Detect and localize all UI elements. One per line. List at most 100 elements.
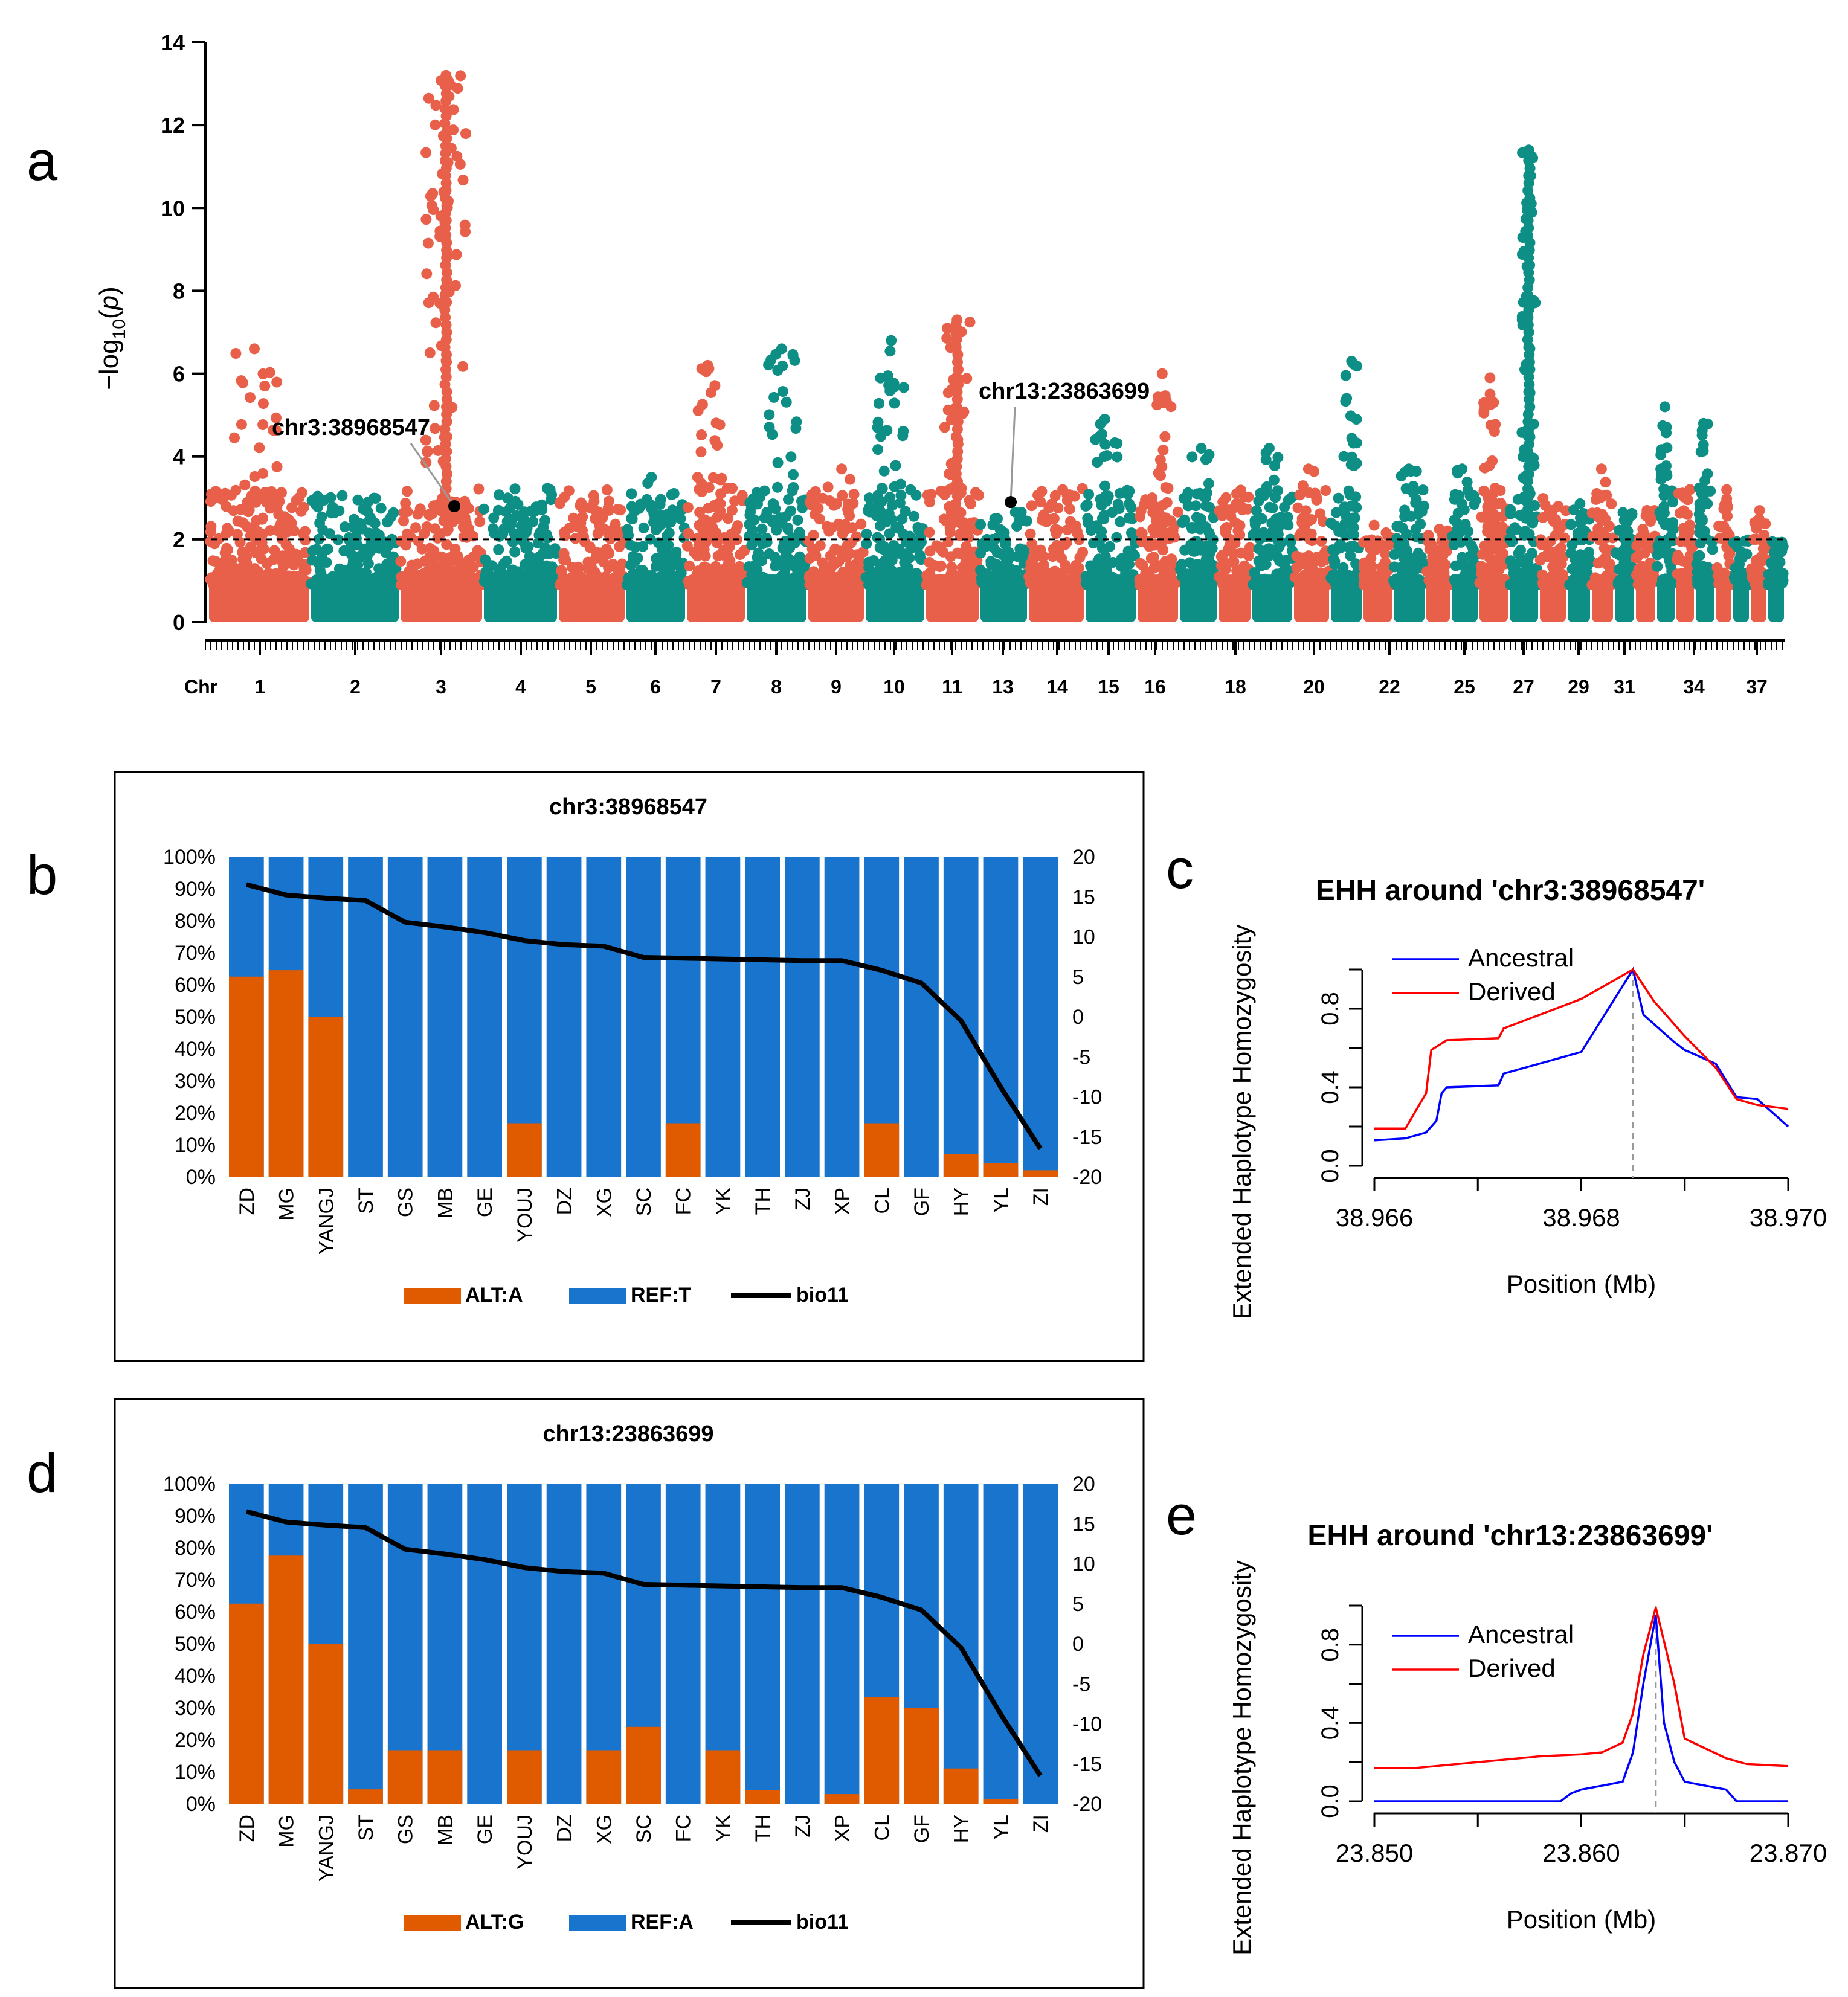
snp-point	[1484, 388, 1496, 400]
snp-point	[509, 546, 521, 558]
snp-point	[1469, 499, 1480, 510]
snp-point	[388, 507, 399, 518]
left-tick-label: 50%	[175, 1633, 216, 1656]
snp-point	[1379, 548, 1391, 559]
right-tick-label: 20	[1072, 1473, 1095, 1496]
snp-point	[1270, 544, 1281, 555]
snp-point	[695, 571, 706, 582]
snp-point	[654, 499, 666, 510]
snp-point	[1345, 541, 1356, 552]
snp-point	[889, 381, 900, 393]
snp-point	[803, 535, 814, 547]
snp-point	[1159, 431, 1171, 442]
snp-peak-point	[1547, 504, 1559, 516]
snp-point	[231, 529, 243, 540]
snp-point	[575, 517, 587, 529]
alt-bar-SC	[626, 1726, 661, 1804]
left-tick-label: 90%	[175, 1505, 216, 1528]
left-tick-label: 50%	[175, 1006, 216, 1029]
snp-point	[423, 92, 434, 104]
snp-point	[1191, 488, 1203, 500]
snp-point	[419, 555, 431, 567]
snp-point	[878, 465, 890, 477]
snp-point	[961, 541, 972, 552]
snp-point	[360, 567, 372, 578]
snp-point	[1712, 570, 1724, 581]
snp-point	[754, 492, 765, 503]
snp-point	[1360, 535, 1372, 547]
snp-point	[897, 430, 909, 442]
snp-point	[1483, 493, 1494, 504]
snp-point	[975, 519, 987, 530]
category-label-ZI: ZI	[1029, 1815, 1052, 1833]
snp-point	[1760, 518, 1771, 530]
snp-point	[1345, 500, 1357, 512]
snp-point	[1397, 523, 1408, 533]
snp-point	[1359, 557, 1370, 568]
category-label-DZ: DZ	[553, 1188, 576, 1215]
snp-point	[1599, 490, 1611, 501]
snp-point	[496, 574, 507, 585]
snp-point	[238, 578, 250, 590]
snp-point	[332, 579, 343, 591]
x-tick-label: 22	[1379, 676, 1400, 698]
category-label-DZ: DZ	[553, 1815, 576, 1842]
snp-point	[1566, 563, 1578, 574]
snp-point	[1749, 516, 1760, 528]
left-tick-label: 70%	[175, 1569, 216, 1592]
snp-point	[1313, 553, 1324, 564]
bio11-line	[245, 882, 1043, 1150]
snp-point	[1149, 500, 1160, 512]
snp-point	[1479, 462, 1490, 474]
snp-point	[1154, 454, 1166, 466]
right-tick-label: 20	[1072, 846, 1095, 869]
snp-point	[910, 568, 921, 579]
snp-point	[1540, 577, 1551, 588]
snp-point	[221, 542, 233, 554]
alt-bar-GS	[387, 1750, 423, 1804]
snp-point	[774, 512, 786, 524]
snp-point	[1270, 492, 1281, 503]
highlighted-snp-point	[448, 500, 460, 512]
legend-label-ref: REF:A	[631, 1911, 694, 1934]
y-tick-label: 10	[161, 196, 185, 220]
y-axis-label-p: p	[94, 295, 124, 311]
allele-frequency-chart-d: chr13:23863699 ZD MG YANGJ ST GS MB GE YOUJ DZ XG S…	[114, 1398, 1145, 1989]
category-label-TH: TH	[752, 1188, 774, 1215]
snp-point	[1597, 527, 1609, 539]
snp-point	[295, 506, 307, 517]
snp-point	[1070, 578, 1081, 590]
snp-point	[257, 398, 269, 410]
category-label-GF: GF	[910, 1815, 933, 1843]
snp-peak-point	[1156, 368, 1168, 379]
snp-point	[1069, 490, 1080, 502]
manhattan-plot: 02468101214−log10(p)chr3:38968547chr13:2…	[94, 30, 1789, 698]
snp-point	[288, 559, 300, 571]
snp-point	[544, 566, 555, 577]
snp-point	[1735, 550, 1747, 561]
snp-point	[901, 579, 913, 591]
snp-point	[1388, 575, 1400, 587]
snp-point	[1152, 391, 1164, 403]
snp-point	[582, 556, 594, 568]
x-tick-label: 38.970	[1750, 1203, 1827, 1232]
snp-peak-point	[1435, 555, 1446, 566]
snp-point	[307, 578, 319, 590]
snp-point	[339, 521, 350, 533]
snp-point	[941, 332, 953, 344]
snp-point	[1699, 571, 1710, 582]
snp-point	[466, 572, 477, 584]
snp-point	[939, 422, 950, 433]
chromosome-28-points	[1564, 498, 1595, 622]
snp-point	[929, 560, 940, 571]
snp-point	[316, 511, 327, 523]
snp-point	[874, 397, 884, 409]
ref-bar-ZI	[1023, 857, 1058, 1177]
snp-point	[1099, 439, 1111, 450]
snp-point	[307, 555, 318, 566]
x-tick-label: 25	[1454, 676, 1475, 698]
snp-point	[1348, 460, 1360, 472]
snp-point	[1765, 557, 1777, 568]
snp-point	[1297, 480, 1309, 492]
chart-title: chr3:38968547	[549, 794, 707, 820]
